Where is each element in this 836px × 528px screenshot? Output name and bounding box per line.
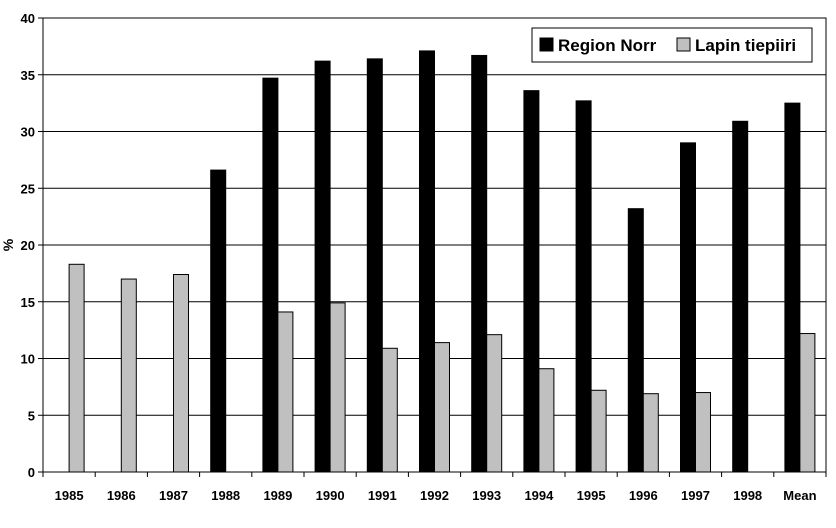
bar-region-norr-1993 <box>471 54 488 473</box>
bar-region-norr-1997 <box>680 142 696 473</box>
x-axis-ticks: 1985 1986 1987 1988 1989 1990 1991 1992 1993 1994… <box>42 472 827 503</box>
bar-lapin-tiepiiri-1997 <box>695 392 711 473</box>
x-tick-label: 1994 <box>524 488 554 503</box>
bar-lapin-tiepiiri-1994 <box>538 368 555 473</box>
legend-swatch-lapin-tiepiiri <box>676 37 691 52</box>
legend: Region Norr Lapin tiepiiri <box>531 27 813 63</box>
y-tick-label: 0 <box>28 465 35 480</box>
y-axis-label: % <box>0 238 16 251</box>
legend-label-region-norr: Region Norr <box>558 36 657 55</box>
legend-box <box>531 27 813 63</box>
x-tick-label: 1988 <box>211 488 240 503</box>
bars <box>68 50 816 473</box>
x-tick-label: 1985 <box>55 488 84 503</box>
bar-lapin-tiepiiri-1991 <box>381 347 398 473</box>
y-tick-label: 35 <box>21 68 35 83</box>
x-tick-label: 1996 <box>629 488 658 503</box>
bar-lapin-tiepiiri-1995 <box>590 389 607 473</box>
y-tick-label: 25 <box>21 181 35 196</box>
bar-lapin-tiepiiri-1996 <box>642 393 659 473</box>
x-tick-label: 1992 <box>420 488 449 503</box>
bar-region-norr-1992 <box>419 50 435 473</box>
x-tick-label: 1989 <box>263 488 292 503</box>
legend-label-lapin-tiepiiri: Lapin tiepiiri <box>695 36 796 55</box>
y-tick-label: 15 <box>21 295 35 310</box>
x-tick-label: 1993 <box>472 488 501 503</box>
bar-region-norr-1994 <box>523 90 540 473</box>
bar-lapin-tiepiiri-1985 <box>68 263 85 473</box>
x-tick-label: Mean <box>783 488 816 503</box>
x-tick-label: 1995 <box>577 488 606 503</box>
y-tick-label: 40 <box>21 11 35 26</box>
bar-region-norr-1990 <box>314 60 331 473</box>
y-tick-label: 10 <box>21 352 35 367</box>
y-axis-ticks: 0 5 10 15 20 25 30 35 40 <box>21 11 43 480</box>
bar-region-norr-1988 <box>210 169 227 473</box>
legend-swatch-region-norr <box>539 37 554 52</box>
x-tick-label: 1998 <box>733 488 762 503</box>
bar-region-norr-1998 <box>732 120 749 473</box>
y-tick-label: 20 <box>21 238 35 253</box>
bar-region-norr-1989 <box>262 77 279 473</box>
bar-lapin-tiepiiri-1986 <box>120 278 137 473</box>
bar-lapin-tiepiiri-1989 <box>277 311 294 473</box>
bar-region-norr-mean <box>784 102 801 473</box>
bar-lapin-tiepiiri-1987 <box>173 274 189 473</box>
bar-region-norr-1991 <box>366 58 383 473</box>
bar-lapin-tiepiiri-1993 <box>486 334 503 473</box>
y-tick-label: 5 <box>28 408 35 423</box>
bar-region-norr-1995 <box>575 100 592 473</box>
x-tick-label: 1987 <box>159 488 188 503</box>
y-tick-label: 30 <box>21 125 35 140</box>
bar-region-norr-1996 <box>627 208 644 473</box>
bar-lapin-tiepiiri-1990 <box>329 302 346 473</box>
bar-lapin-tiepiiri-1992 <box>434 342 450 473</box>
x-tick-label: 1990 <box>316 488 345 503</box>
bar-lapin-tiepiiri-mean <box>799 333 816 473</box>
x-tick-label: 1986 <box>107 488 136 503</box>
x-tick-label: 1991 <box>368 488 397 503</box>
x-tick-label: 1997 <box>681 488 710 503</box>
